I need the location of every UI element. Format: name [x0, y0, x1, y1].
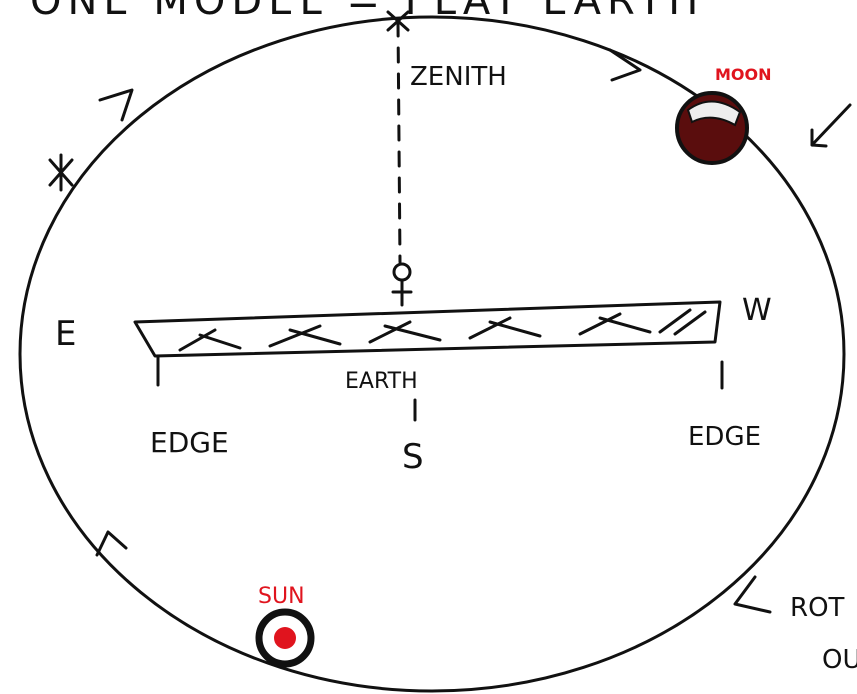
edge-left-label: EDGE [150, 426, 229, 459]
sun-core [274, 627, 296, 649]
west-label: W [742, 293, 772, 328]
sun-label: SUN [258, 584, 305, 609]
rotation-label-1: ROT [790, 593, 845, 623]
diagram: ONE MODEL = FLAT EARTH ZENITH E W EARTH … [0, 0, 857, 694]
edge-right-label: EDGE [688, 422, 761, 452]
east-label: E [55, 314, 76, 354]
moon-label: MOON [715, 65, 772, 84]
page: ONE MODEL = FLAT EARTH ZENITH E W EARTH … [0, 0, 857, 694]
rotation-label-2: OU [822, 645, 857, 675]
south-label: S [402, 437, 424, 477]
earth-label: EARTH [345, 369, 418, 394]
zenith-label: ZENITH [410, 62, 507, 92]
